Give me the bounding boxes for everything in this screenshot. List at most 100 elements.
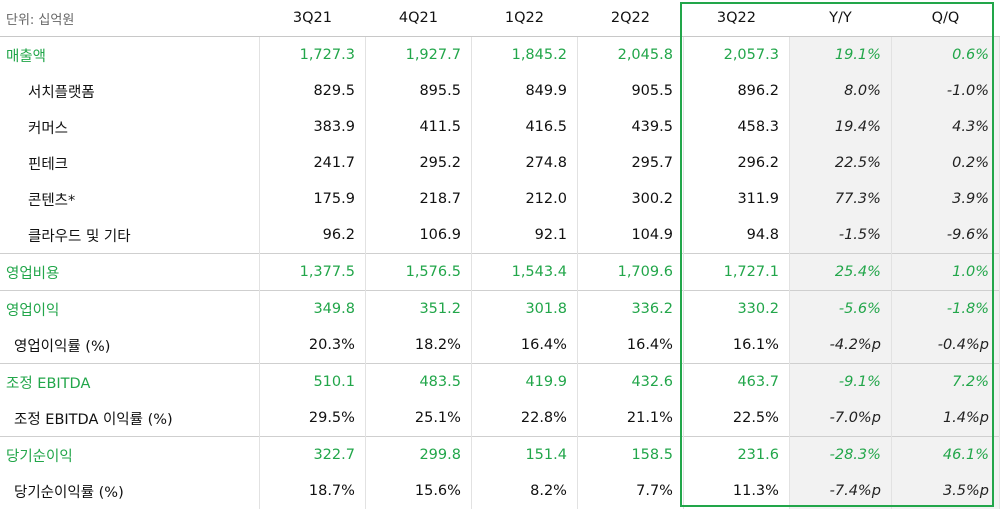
- table-cell: 1,709.6: [577, 253, 684, 291]
- table-cell: 322.7: [259, 436, 366, 473]
- qoq-cell: -1.0%: [891, 73, 1000, 109]
- qoq-cell: 0.2%: [891, 145, 1000, 181]
- table-cell: 241.7: [259, 145, 366, 181]
- yoy-cell: -9.1%: [789, 363, 892, 400]
- table-cell: 231.6: [683, 436, 790, 473]
- qoq-cell: 7.2%: [891, 363, 1000, 400]
- table-cell: 351.2: [365, 290, 472, 327]
- table-cell: 299.8: [365, 436, 472, 473]
- table-cell: 94.8: [683, 217, 790, 254]
- table-cell: 296.2: [683, 145, 790, 181]
- table-cell: 849.9: [471, 73, 578, 109]
- column-header-3q21: 3Q21: [259, 0, 366, 37]
- table-row: 클라우드 및 기타 96.2 106.9 92.1 104.9 94.8 -1.…: [0, 217, 1000, 254]
- yoy-cell: 19.4%: [789, 109, 892, 145]
- column-header-yoy: Y/Y: [789, 0, 892, 37]
- qoq-cell: 1.0%: [891, 253, 1000, 291]
- table-cell: 151.4: [471, 436, 578, 473]
- row-label: 클라우드 및 기타: [0, 217, 260, 254]
- row-label: 커머스: [0, 109, 260, 145]
- table-row: 조정 EBITDA 510.1 483.5 419.9 432.6 463.7 …: [0, 363, 1000, 400]
- table-cell: 349.8: [259, 290, 366, 327]
- yoy-cell: -7.4%p: [789, 473, 892, 509]
- qoq-cell: 4.3%: [891, 109, 1000, 145]
- row-label: 조정 EBITDA: [0, 363, 260, 400]
- column-header-2q22: 2Q22: [577, 0, 684, 37]
- table-cell: 22.8%: [471, 400, 578, 437]
- qoq-cell: -9.6%: [891, 217, 1000, 254]
- table-cell: 25.1%: [365, 400, 472, 437]
- table-cell: 175.9: [259, 181, 366, 217]
- row-label: 영업비용: [0, 253, 260, 291]
- qoq-cell: 1.4%p: [891, 400, 1000, 437]
- column-header-qoq: Q/Q: [891, 0, 1000, 37]
- table-cell: 2,057.3: [683, 36, 790, 73]
- yoy-cell: -28.3%: [789, 436, 892, 473]
- table-cell: 1,727.3: [259, 36, 366, 73]
- qoq-cell: -0.4%p: [891, 327, 1000, 364]
- table-cell: 11.3%: [683, 473, 790, 509]
- yoy-cell: -1.5%: [789, 217, 892, 254]
- column-header-1q22: 1Q22: [471, 0, 578, 37]
- table-cell: 905.5: [577, 73, 684, 109]
- yoy-cell: 25.4%: [789, 253, 892, 291]
- table-cell: 829.5: [259, 73, 366, 109]
- yoy-cell: -7.0%p: [789, 400, 892, 437]
- qoq-cell: 46.1%: [891, 436, 1000, 473]
- table-cell: 16.1%: [683, 327, 790, 364]
- table-row: 서치플랫폼 829.5 895.5 849.9 905.5 896.2 8.0%…: [0, 73, 1000, 109]
- column-header-4q21: 4Q21: [365, 0, 472, 37]
- table-row: 당기순이익률 (%) 18.7% 15.6% 8.2% 7.7% 11.3% -…: [0, 473, 1000, 509]
- row-label: 콘텐츠*: [0, 181, 260, 217]
- table-cell: 419.9: [471, 363, 578, 400]
- table-cell: 1,377.5: [259, 253, 366, 291]
- yoy-cell: -5.6%: [789, 290, 892, 327]
- row-label: 매출액: [0, 36, 260, 73]
- table-cell: 2,045.8: [577, 36, 684, 73]
- table-row: 영업비용 1,377.5 1,576.5 1,543.4 1,709.6 1,7…: [0, 253, 1000, 291]
- table-cell: 300.2: [577, 181, 684, 217]
- row-label: 조정 EBITDA 이익률 (%): [0, 400, 260, 437]
- row-label: 서치플랫폼: [0, 73, 260, 109]
- qoq-cell: 3.5%p: [891, 473, 1000, 509]
- row-label: 당기순이익: [0, 436, 260, 473]
- unit-label: 단위: 십억원: [0, 0, 260, 37]
- table-row: 콘텐츠* 175.9 218.7 212.0 300.2 311.9 77.3%…: [0, 181, 1000, 217]
- table-cell: 96.2: [259, 217, 366, 254]
- table-cell: 20.3%: [259, 327, 366, 364]
- table-cell: 463.7: [683, 363, 790, 400]
- row-label: 당기순이익률 (%): [0, 473, 260, 509]
- table-cell: 416.5: [471, 109, 578, 145]
- table-cell: 274.8: [471, 145, 578, 181]
- table-cell: 1,845.2: [471, 36, 578, 73]
- yoy-cell: 77.3%: [789, 181, 892, 217]
- table-cell: 92.1: [471, 217, 578, 254]
- table-cell: 218.7: [365, 181, 472, 217]
- table-cell: 212.0: [471, 181, 578, 217]
- table-row: 당기순이익 322.7 299.8 151.4 158.5 231.6 -28.…: [0, 436, 1000, 473]
- table-cell: 411.5: [365, 109, 472, 145]
- yoy-cell: 8.0%: [789, 73, 892, 109]
- yoy-cell: 22.5%: [789, 145, 892, 181]
- table-cell: 15.6%: [365, 473, 472, 509]
- table-cell: 1,543.4: [471, 253, 578, 291]
- table-cell: 483.5: [365, 363, 472, 400]
- table-cell: 1,576.5: [365, 253, 472, 291]
- table-cell: 7.7%: [577, 473, 684, 509]
- table-row: 영업이익 349.8 351.2 301.8 336.2 330.2 -5.6%…: [0, 290, 1000, 327]
- table-cell: 106.9: [365, 217, 472, 254]
- table-cell: 439.5: [577, 109, 684, 145]
- row-label: 영업이익: [0, 290, 260, 327]
- table-cell: 1,727.1: [683, 253, 790, 291]
- table-cell: 896.2: [683, 73, 790, 109]
- table-cell: 295.7: [577, 145, 684, 181]
- table-row: 핀테크 241.7 295.2 274.8 295.7 296.2 22.5% …: [0, 145, 1000, 181]
- table-cell: 16.4%: [471, 327, 578, 364]
- table-cell: 18.2%: [365, 327, 472, 364]
- table-cell: 301.8: [471, 290, 578, 327]
- table-cell: 29.5%: [259, 400, 366, 437]
- table-cell: 432.6: [577, 363, 684, 400]
- row-label: 핀테크: [0, 145, 260, 181]
- header-row: 단위: 십억원 3Q21 4Q21 1Q22 2Q22 3Q22 Y/Y Q/Q: [0, 0, 1000, 37]
